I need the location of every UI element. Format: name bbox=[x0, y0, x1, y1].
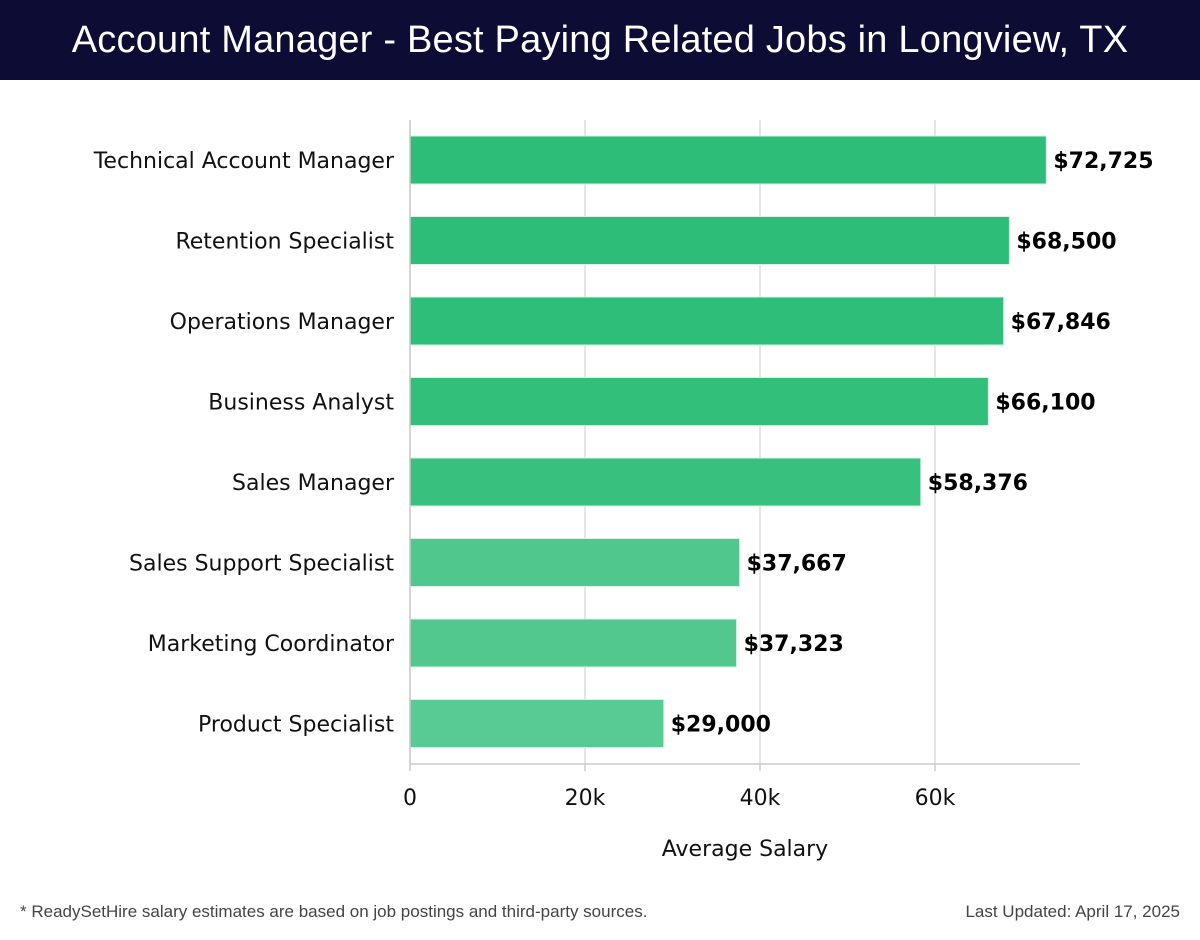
x-tick-label: 0 bbox=[403, 786, 417, 811]
x-tick-label: 60k bbox=[915, 786, 956, 811]
category-label: Marketing Coordinator bbox=[148, 632, 395, 657]
value-label: $66,100 bbox=[995, 391, 1095, 416]
x-axis-title: Average Salary bbox=[662, 837, 828, 862]
category-label: Product Specialist bbox=[198, 713, 394, 738]
value-label: $67,846 bbox=[1011, 310, 1111, 335]
category-label: Sales Manager bbox=[232, 471, 395, 496]
category-label: Business Analyst bbox=[208, 391, 394, 416]
last-updated: Last Updated: April 17, 2025 bbox=[965, 902, 1180, 921]
bars bbox=[409, 135, 1047, 748]
value-label: $68,500 bbox=[1016, 230, 1116, 255]
footer-note: * ReadySetHire salary estimates are base… bbox=[20, 902, 648, 921]
category-label: Technical Account Manager bbox=[93, 149, 395, 174]
bar bbox=[409, 618, 738, 668]
x-axis: 0 20k 40k 60k bbox=[403, 120, 1080, 811]
category-label: Retention Specialist bbox=[175, 230, 394, 255]
category-labels: Technical Account Manager Retention Speci… bbox=[93, 149, 395, 738]
value-label: $72,725 bbox=[1053, 149, 1153, 174]
bar bbox=[409, 538, 741, 587]
bar bbox=[409, 135, 1047, 185]
category-label: Sales Support Specialist bbox=[129, 552, 394, 577]
bar bbox=[409, 216, 1010, 265]
bar bbox=[409, 699, 665, 748]
bar bbox=[409, 377, 989, 426]
value-label: $29,000 bbox=[671, 713, 771, 738]
value-label: $37,667 bbox=[747, 552, 847, 577]
chart-header: Account Manager - Best Paying Related Jo… bbox=[0, 0, 1200, 80]
x-tick-label: 40k bbox=[740, 786, 781, 811]
category-label: Operations Manager bbox=[170, 310, 395, 335]
bar bbox=[409, 457, 922, 507]
bar bbox=[409, 296, 1005, 346]
value-label: $37,323 bbox=[744, 632, 844, 657]
x-tick-label: 20k bbox=[565, 786, 606, 811]
chart-title: Account Manager - Best Paying Related Jo… bbox=[71, 18, 1129, 61]
value-label: $58,376 bbox=[928, 471, 1028, 496]
value-labels: $72,725 $68,500 $67,846 $66,100 $58,376 $37,6… bbox=[671, 149, 1154, 738]
